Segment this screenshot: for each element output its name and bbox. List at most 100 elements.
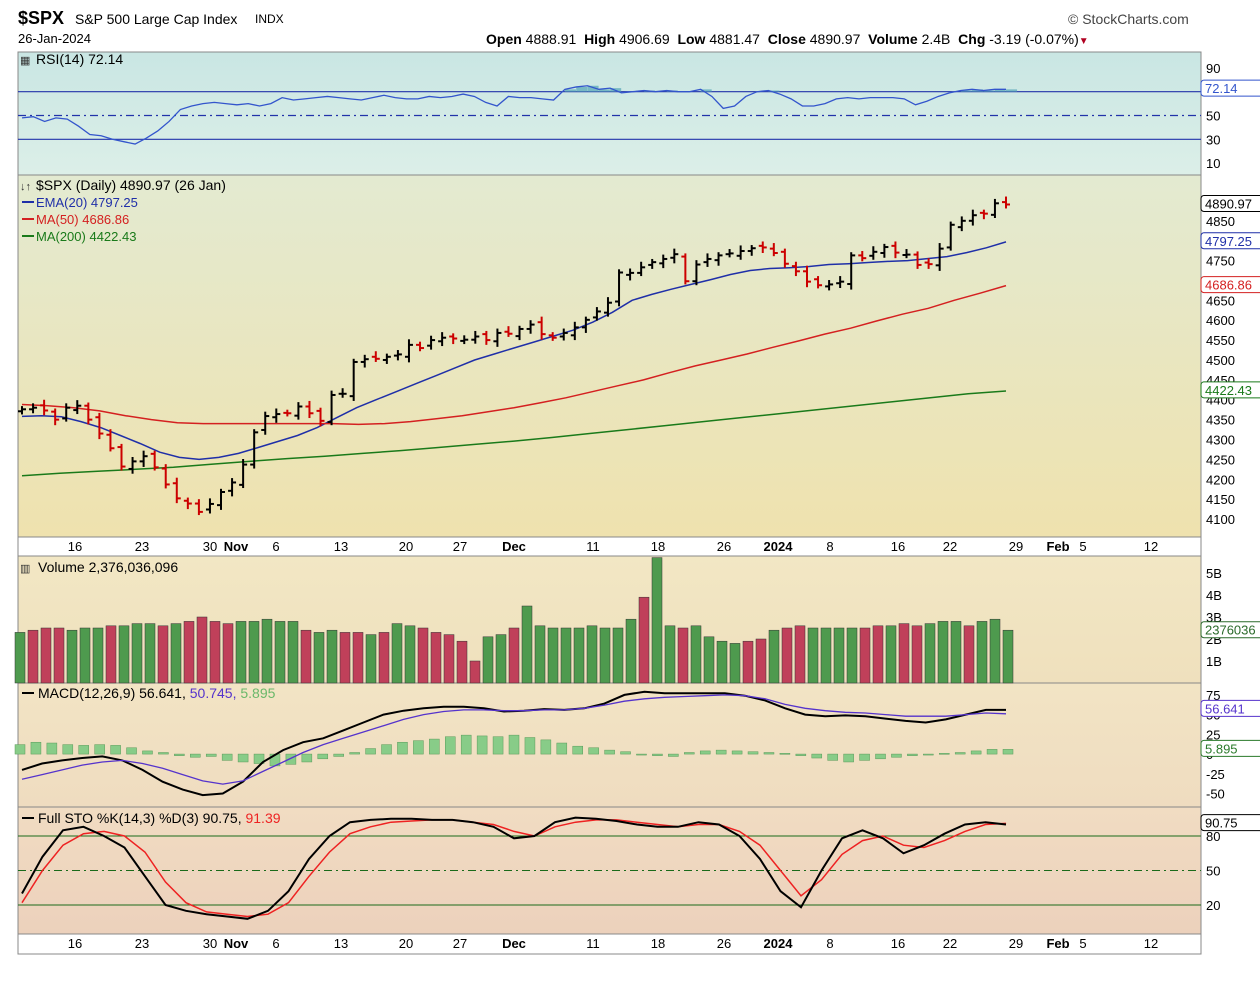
price-tick-label: 4150 xyxy=(1206,492,1235,507)
ticker-symbol: $SPX xyxy=(18,8,65,28)
volume-bar xyxy=(261,618,273,684)
rsi-legend: RSI(14) 72.14 xyxy=(36,51,123,67)
volume-bar xyxy=(144,623,156,684)
macd-histogram-bar xyxy=(970,750,982,755)
price-bar xyxy=(703,253,712,267)
price-bar xyxy=(106,429,115,452)
ema20-line xyxy=(21,241,1007,461)
price-bar xyxy=(515,325,524,341)
price-bar xyxy=(305,400,314,419)
price-bar xyxy=(261,411,270,435)
volume-panel-icon: ▥ xyxy=(20,563,30,575)
price-bar xyxy=(84,402,93,425)
low-label: Low xyxy=(677,31,706,47)
sto-panel xyxy=(17,806,1202,935)
x-tick-label: 12 xyxy=(1144,936,1158,951)
price-bar xyxy=(670,248,679,264)
low-value: 4881.47 xyxy=(709,31,760,47)
volume-bar xyxy=(131,623,143,684)
price-bar xyxy=(825,280,834,291)
volume-bar xyxy=(274,621,286,684)
volume-label: Volume xyxy=(868,31,918,47)
macd-histogram-bar xyxy=(221,753,233,761)
price-bar xyxy=(780,248,789,268)
volume-bar xyxy=(118,625,130,684)
brand-logo[interactable]: © StockCharts.com xyxy=(1068,11,1189,27)
volume-bar xyxy=(14,632,26,684)
macd-histogram-bar xyxy=(827,753,838,761)
macd-histogram-bar xyxy=(636,753,647,756)
x-tick-label: 30 xyxy=(203,936,217,951)
price-bar xyxy=(581,316,590,333)
macd-histogram-bar xyxy=(333,753,344,757)
macd-histogram-bar xyxy=(556,742,568,755)
price-bar xyxy=(714,252,723,266)
price-bar xyxy=(968,209,977,226)
x-tick-label: 5 xyxy=(1079,539,1086,554)
volume-bar xyxy=(456,640,468,684)
price-tick-label: 4500 xyxy=(1206,353,1235,368)
volume-bar xyxy=(196,616,208,684)
macd-histogram-bar xyxy=(731,750,743,755)
volume-bar xyxy=(222,623,234,684)
x-tick-label: 22 xyxy=(943,936,957,951)
price-bar xyxy=(349,358,358,401)
rsi-last-tag: 72.14 xyxy=(1205,81,1238,96)
high-label: High xyxy=(584,31,616,47)
volume-bar xyxy=(430,632,442,684)
price-bar xyxy=(150,450,159,471)
price-bar xyxy=(559,328,568,341)
price-bar xyxy=(95,412,104,440)
price-bar xyxy=(18,406,26,415)
macd-histogram-bar xyxy=(1002,749,1014,755)
price-bar xyxy=(382,353,391,364)
volume-bar xyxy=(443,634,455,684)
volume-bar xyxy=(534,625,546,684)
price-bar xyxy=(769,243,778,257)
volume-bar xyxy=(53,627,65,684)
price-bar xyxy=(217,488,226,510)
volume-bar xyxy=(248,621,260,684)
price-bar xyxy=(493,328,502,347)
price-bar xyxy=(504,326,513,337)
volume-bar xyxy=(209,621,221,684)
price-bar xyxy=(272,408,281,423)
volume-bar xyxy=(300,629,312,684)
price-bar xyxy=(570,321,579,341)
price-bar xyxy=(161,464,170,489)
x-tick-label: 13 xyxy=(334,936,348,951)
rsi-last-tag-box xyxy=(1200,79,1260,97)
x-tick-label: 13 xyxy=(334,539,348,554)
volume-bar xyxy=(235,621,247,684)
macd-histogram-bar xyxy=(30,741,42,755)
macd-histogram-bar xyxy=(349,752,360,755)
volume-bar xyxy=(1002,629,1014,684)
chart-date: 26-Jan-2024 xyxy=(18,31,91,46)
volume-last-tag-box xyxy=(1200,621,1260,639)
macd-histogram-bar xyxy=(939,753,950,755)
volume-bar xyxy=(40,627,52,684)
price-tick-label: 4300 xyxy=(1206,433,1235,448)
price-bar xyxy=(891,241,900,259)
price-bar xyxy=(626,268,635,281)
ma200-last-tag: 4422.43 xyxy=(1205,383,1252,398)
macd-histogram-bar xyxy=(174,753,185,756)
volume-bar xyxy=(586,625,598,684)
price-bar xyxy=(946,221,955,251)
close-label: Close xyxy=(767,31,806,47)
x-tick-label: 29 xyxy=(1009,539,1023,554)
x-tick-label: 8 xyxy=(826,936,833,951)
x-tick-label: 6 xyxy=(272,936,279,951)
volume-bar xyxy=(573,627,585,684)
x-tick-label: 27 xyxy=(453,539,467,554)
x-tick-label: 29 xyxy=(1009,936,1023,951)
volume-bar xyxy=(27,629,39,684)
exchange-label: INDX xyxy=(255,12,284,26)
volume-bar xyxy=(495,634,507,684)
x-tick-label: 20 xyxy=(399,539,413,554)
sto-tick-label: 50 xyxy=(1206,864,1220,879)
volume-bar xyxy=(794,625,806,684)
index-name: S&P 500 Large Cap Index xyxy=(75,11,238,27)
macd-histogram-bar xyxy=(715,749,727,755)
volume-value: 2.4B xyxy=(921,31,951,47)
